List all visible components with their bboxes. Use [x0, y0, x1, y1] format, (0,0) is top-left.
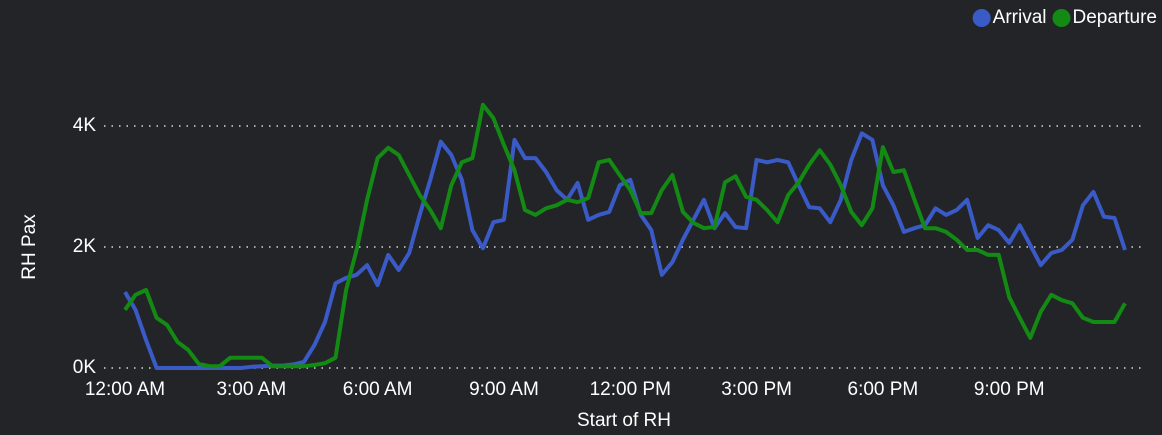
series-line: [123, 102, 1127, 369]
x-tick-label: 9:00 PM: [974, 379, 1045, 400]
x-tick-label: 12:00 PM: [590, 379, 671, 400]
y-tick-label: 0K: [73, 357, 97, 378]
legend-label: Departure: [1073, 7, 1158, 28]
legend-marker: [1052, 9, 1071, 27]
legend-label: Arrival: [993, 7, 1047, 28]
x-tick-label: 6:00 AM: [343, 379, 413, 400]
x-axis-label: Start of RH: [577, 410, 671, 431]
x-tick-label: 3:00 AM: [216, 379, 286, 400]
y-tick-label: 2K: [73, 236, 97, 257]
y-tick-label: 4K: [73, 115, 97, 136]
legend-marker: [972, 9, 991, 27]
y-axis-label: RH Pax: [19, 214, 40, 280]
x-tick-label: 3:00 PM: [721, 379, 792, 400]
x-tick-label: 6:00 PM: [848, 379, 919, 400]
x-tick-label: 9:00 AM: [469, 379, 539, 400]
x-tick-label: 12:00 AM: [85, 379, 165, 400]
